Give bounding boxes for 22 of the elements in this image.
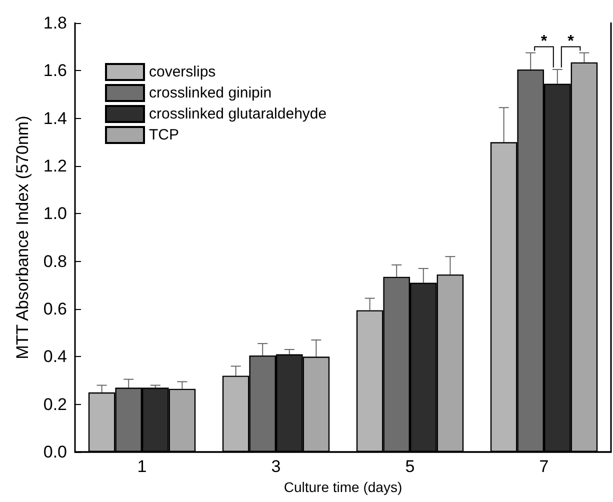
x-axis-title: Culture time (days) xyxy=(284,478,402,495)
annotation: * xyxy=(568,32,575,50)
y-tick-label: 0.0 xyxy=(43,442,67,462)
y-tick-label: 1.0 xyxy=(43,204,67,224)
legend-label: TCP xyxy=(149,126,179,144)
y-tick-label: 0.4 xyxy=(43,347,67,366)
y-tick-label: 1.4 xyxy=(43,108,67,128)
x-tick-label: 7 xyxy=(539,457,549,476)
legend-label: crosslinked glutaraldehyde xyxy=(149,106,327,122)
x-tick-label: 5 xyxy=(405,457,415,476)
y-tick-label: 0.6 xyxy=(43,300,67,318)
y-axis-title: MTT Absorbance Index (570nm) xyxy=(13,116,32,360)
legend-label: coverslips xyxy=(149,64,216,80)
y-tick-label: 1.2 xyxy=(43,156,67,176)
y-tick-label: 0.8 xyxy=(43,252,67,271)
legend-label: crosslinked ginipin xyxy=(149,84,272,102)
x-tick-label: 3 xyxy=(271,457,281,476)
y-tick-label: 0.2 xyxy=(43,394,67,414)
annotation: * xyxy=(540,32,548,50)
y-tick-label: 1.8 xyxy=(43,14,67,32)
y-tick-label: 1.6 xyxy=(43,61,67,80)
x-tick-label: 1 xyxy=(137,457,147,476)
